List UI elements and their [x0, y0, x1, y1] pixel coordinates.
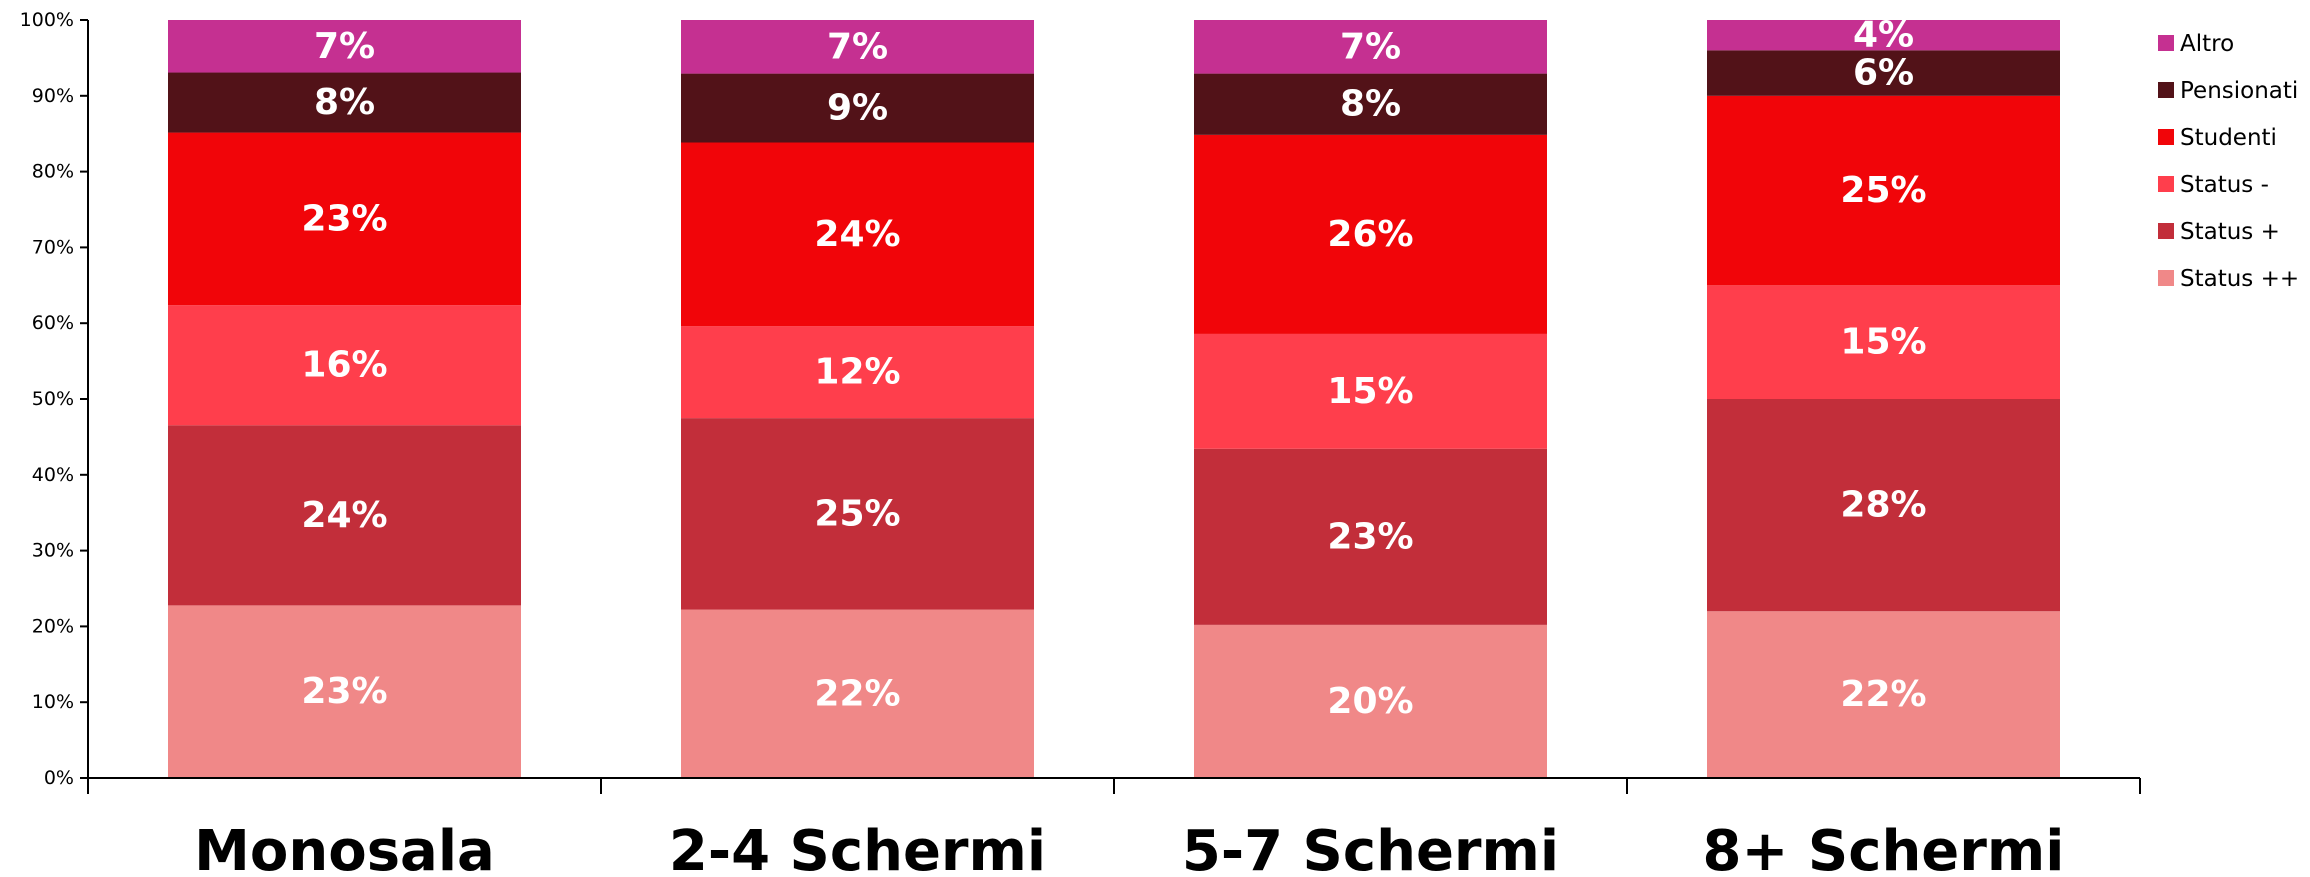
data-label-2-cat-2: 25% [814, 493, 900, 534]
y-tick-label-2: 20% [32, 615, 74, 637]
data-label-6-cat-2: 7% [827, 26, 888, 67]
legend-swatch-3 [2158, 129, 2174, 145]
y-tick-label-7: 70% [32, 236, 74, 258]
bar-segment-6-cat-1 [168, 20, 521, 73]
bar-segment-5-cat-2 [681, 73, 1034, 143]
legend-swatch-4 [2158, 176, 2174, 192]
bar-segment-5-cat-3 [1194, 73, 1547, 135]
legend: Altro Pensionati Studenti Status - Status + S… [2158, 31, 2299, 292]
axes-layer: 0% 10% 20% 30% 40% 50% 60% 70% 80% 90% 100% Monosal… [20, 9, 2141, 877]
y-tick-label-6: 60% [32, 312, 74, 334]
bar-segment-2-cat-2 [681, 418, 1034, 610]
legend-label-1: Altro [2180, 31, 2234, 57]
y-tick-label-0: 0% [44, 767, 74, 789]
bar-segment-6-cat-4 [1707, 20, 2060, 51]
bar-segment-2-cat-1 [168, 425, 521, 606]
data-label-5-cat-4: 6% [1853, 53, 1914, 94]
data-label-6-cat-4: 4% [1853, 15, 1914, 56]
y-tick-label-9: 90% [32, 85, 74, 107]
y-tick-label-3: 30% [32, 540, 74, 562]
data-labels-layer: 23% 24% 16% 23% 8% 7% 22% 25% 12% 24% 9% 7% 20% 23% 15… [301, 15, 1926, 722]
category-label-3: 5-7 Schermi [1182, 819, 1559, 877]
data-label-6-cat-3: 7% [1340, 26, 1401, 67]
bar-segment-1-cat-2 [681, 609, 1034, 778]
data-label-1-cat-1: 23% [301, 671, 387, 712]
data-label-5-cat-1: 8% [314, 82, 375, 123]
bar-segment-3-cat-1 [168, 305, 521, 426]
legend-swatch-6 [2158, 270, 2174, 286]
data-label-1-cat-4: 22% [1840, 674, 1926, 715]
bars-layer [168, 20, 2060, 778]
bar-segment-2-cat-4 [1707, 399, 2060, 612]
legend-label-6: Status ++ [2180, 266, 2299, 292]
bar-segment-6-cat-3 [1194, 20, 1547, 74]
data-label-4-cat-2: 24% [814, 214, 900, 255]
data-label-4-cat-4: 25% [1840, 170, 1926, 211]
data-label-2-cat-3: 23% [1327, 516, 1413, 557]
category-label-4: 8+ Schermi [1703, 819, 2065, 877]
bar-segment-4-cat-4 [1707, 95, 2060, 286]
data-label-2-cat-1: 24% [301, 495, 387, 536]
bar-segment-4-cat-2 [681, 142, 1034, 327]
bar-segment-1-cat-4 [1707, 611, 2060, 778]
data-label-3-cat-4: 15% [1840, 322, 1926, 363]
bar-segment-3-cat-3 [1194, 333, 1547, 449]
bar-segment-6-cat-2 [681, 20, 1034, 74]
legend-swatch-1 [2158, 35, 2174, 51]
bar-segment-1-cat-1 [168, 605, 521, 778]
bar-segment-5-cat-1 [168, 72, 521, 133]
data-label-3-cat-2: 12% [814, 352, 900, 393]
data-label-3-cat-1: 16% [301, 345, 387, 386]
data-label-4-cat-3: 26% [1327, 214, 1413, 255]
bar-segment-2-cat-3 [1194, 448, 1547, 625]
data-label-6-cat-1: 7% [314, 26, 375, 67]
legend-label-2: Pensionati [2180, 78, 2298, 104]
legend-label-4: Status - [2180, 172, 2269, 198]
data-label-3-cat-3: 15% [1327, 371, 1413, 412]
bar-segment-3-cat-4 [1707, 285, 2060, 399]
bar-segment-4-cat-1 [168, 132, 521, 306]
data-label-5-cat-2: 9% [827, 88, 888, 129]
y-tick-label-4: 40% [32, 464, 74, 486]
data-label-1-cat-3: 20% [1327, 681, 1413, 722]
legend-swatch-2 [2158, 82, 2174, 98]
data-label-1-cat-2: 22% [814, 673, 900, 714]
y-tick-label-1: 10% [32, 691, 74, 713]
legend-label-3: Studenti [2180, 125, 2277, 151]
legend-label-5: Status + [2180, 219, 2280, 245]
data-label-4-cat-1: 23% [301, 198, 387, 239]
y-tick-label-5: 50% [32, 388, 74, 410]
data-label-2-cat-4: 28% [1840, 485, 1926, 526]
bar-segment-3-cat-2 [681, 326, 1034, 419]
bar-segment-5-cat-4 [1707, 50, 2060, 96]
y-tick-label-8: 80% [32, 161, 74, 183]
bar-segment-4-cat-3 [1194, 134, 1547, 334]
category-label-2: 2-4 Schermi [669, 819, 1046, 877]
category-label-1: Monosala [194, 819, 495, 877]
y-tick-label-10: 100% [20, 9, 74, 31]
data-label-5-cat-3: 8% [1340, 84, 1401, 125]
bar-segment-1-cat-3 [1194, 624, 1547, 778]
legend-swatch-5 [2158, 223, 2174, 239]
